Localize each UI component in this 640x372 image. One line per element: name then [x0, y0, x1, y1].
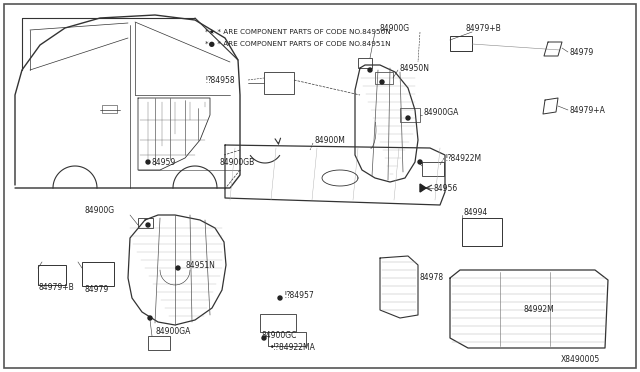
Text: •⁉84922MA: •⁉84922MA [270, 343, 316, 353]
Bar [422, 162, 444, 176]
Circle shape [148, 316, 152, 320]
Circle shape [146, 223, 150, 227]
Bar [82, 262, 114, 286]
Text: 84950N: 84950N [400, 64, 430, 73]
Text: ⁉84958: ⁉84958 [205, 76, 235, 84]
Text: X8490005: X8490005 [561, 356, 600, 365]
Text: *● * ARE COMPONENT PARTS OF CODE NO.84951N: *● * ARE COMPONENT PARTS OF CODE NO.8495… [205, 41, 390, 47]
Circle shape [406, 116, 410, 120]
Bar [400, 108, 420, 122]
Circle shape [176, 266, 180, 270]
Bar [450, 36, 472, 51]
Text: 84900GC: 84900GC [262, 330, 298, 340]
Text: 84959: 84959 [152, 157, 176, 167]
Text: ⁉84922M: ⁉84922M [446, 154, 482, 163]
Text: 84900M: 84900M [315, 135, 346, 144]
Text: 84978: 84978 [420, 273, 444, 282]
Circle shape [418, 160, 422, 164]
Text: 84900G: 84900G [84, 205, 114, 215]
Text: 84900GA: 84900GA [424, 108, 460, 116]
Text: 84956: 84956 [434, 183, 458, 192]
Text: ⁉84957: ⁉84957 [285, 291, 315, 299]
Bar [375, 72, 393, 84]
Bar [38, 265, 66, 285]
Text: 84994: 84994 [464, 208, 488, 217]
Circle shape [146, 160, 150, 164]
Bar [260, 314, 296, 332]
Text: 84951N: 84951N [185, 260, 215, 269]
Bar [358, 58, 372, 68]
Bar [102, 105, 117, 113]
Text: 84900GB: 84900GB [220, 157, 255, 167]
Text: 84979+B: 84979+B [38, 283, 74, 292]
Circle shape [368, 68, 372, 72]
Text: 84979: 84979 [570, 48, 595, 57]
Text: 84992M: 84992M [524, 305, 555, 314]
Bar [138, 218, 153, 228]
Text: *★ * ARE COMPONENT PARTS OF CODE NO.84950N: *★ * ARE COMPONENT PARTS OF CODE NO.8495… [205, 29, 391, 35]
Text: 84900G: 84900G [380, 23, 410, 32]
Polygon shape [420, 184, 426, 192]
Text: 84900GA: 84900GA [155, 327, 190, 337]
Bar [268, 332, 306, 346]
Circle shape [262, 336, 266, 340]
Bar [462, 218, 502, 246]
Circle shape [380, 80, 384, 84]
Bar [264, 72, 294, 94]
Circle shape [278, 296, 282, 300]
Bar [148, 336, 170, 350]
Text: 84979+B: 84979+B [466, 23, 502, 32]
Text: 84979: 84979 [84, 285, 108, 295]
Text: 84979+A: 84979+A [570, 106, 606, 115]
